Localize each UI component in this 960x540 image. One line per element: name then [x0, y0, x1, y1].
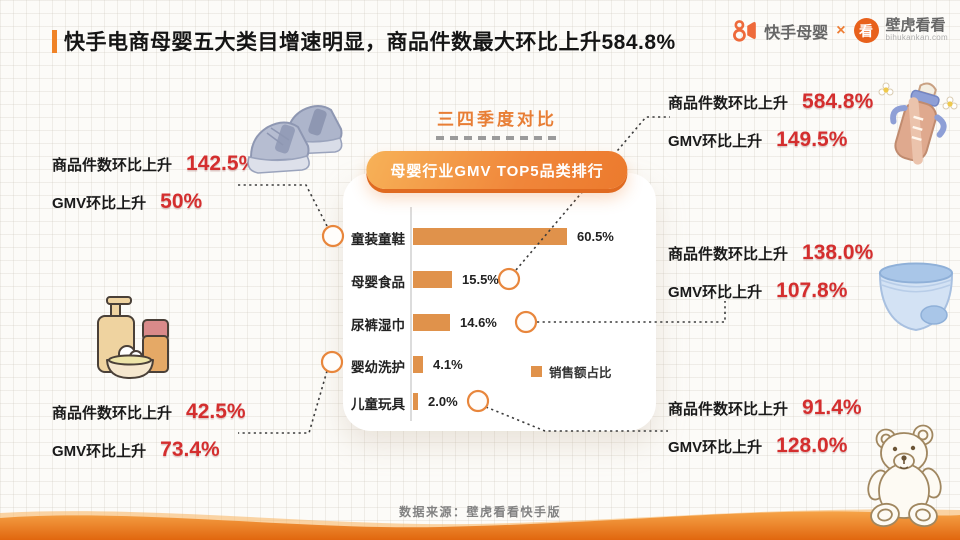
stat-row: 商品件数环比上升 584.8% — [668, 90, 873, 114]
stat-value: 138.0% — [802, 241, 874, 264]
legend-swatch — [531, 366, 542, 377]
legend-label: 销售额占比 — [549, 366, 612, 380]
stat-label: 商品件数环比上升 — [52, 405, 173, 422]
stat-value: 107.8% — [776, 279, 848, 302]
bar-category-label: 童装童鞋 — [351, 232, 405, 247]
connector-circle — [321, 224, 345, 248]
logo-group: 快手母婴 × 看 壁虎看看 bihukankan.com — [732, 18, 948, 43]
stat-value: 42.5% — [186, 400, 246, 423]
stat-label: GMV环比上升 — [52, 195, 147, 212]
stat-row: 商品件数环比上升 91.4% — [668, 396, 862, 420]
bottom-wave — [0, 509, 960, 540]
dashed-underline — [436, 136, 558, 140]
bar-category-label: 母婴食品 — [351, 275, 405, 290]
chart-card: 童装童鞋 60.5% 母婴食品 15.5% 尿裤湿巾 14.6% 婴幼洗护 4.1% 儿童玩具 2… — [343, 173, 656, 431]
stat-row: GMV环比上升 73.4% — [52, 438, 246, 462]
stat-value: 142.5% — [186, 152, 258, 175]
stat-label: GMV环比上升 — [668, 133, 763, 150]
bar-category-label: 尿裤湿巾 — [351, 318, 405, 333]
stat-value: 91.4% — [802, 396, 862, 419]
connector-circle — [320, 350, 344, 374]
stat-value: 50% — [160, 190, 203, 213]
logo-cross: × — [836, 21, 846, 39]
stat-row: GMV环比上升 149.5% — [668, 128, 873, 152]
bar-value-label: 15.5% — [462, 271, 499, 287]
stat-row: 商品件数环比上升 142.5% — [52, 152, 257, 176]
stat-label: 商品件数环比上升 — [668, 246, 789, 263]
kan-circle-icon: 看 — [853, 18, 879, 43]
stat-label: GMV环比上升 — [668, 439, 763, 456]
bar-value-label: 14.6% — [460, 314, 497, 330]
bar-2 — [413, 313, 450, 331]
flower-icon — [878, 82, 958, 110]
bar-category-label: 儿童玩具 — [351, 397, 405, 412]
stat-block-babycare: 商品件数环比上升 42.5% GMV环比上升 73.4% — [52, 400, 246, 462]
bihu-brand-text: 壁虎看看 — [885, 17, 946, 35]
kuaishou-brand-text: 快手母婴 — [764, 24, 829, 42]
data-source-note: 数据来源：壁虎看看快手版 — [398, 505, 562, 519]
compare-period-label: 三四季度对比 — [437, 110, 557, 129]
stat-block-toys: 商品件数环比上升 91.4% GMV环比上升 128.0% — [668, 396, 862, 458]
chart-axis-line — [410, 207, 412, 421]
bar-0 — [413, 227, 567, 245]
stat-row: GMV环比上升 128.0% — [668, 434, 862, 458]
stat-row: GMV环比上升 107.8% — [668, 279, 873, 303]
page-title: 快手电商母婴五大类目增速明显，商品件数最大环比上升584.8% — [64, 31, 676, 54]
bar-value-label: 2.0% — [428, 393, 458, 409]
stat-label: GMV环比上升 — [52, 443, 147, 460]
title-accent-bar — [52, 30, 57, 53]
bar-1 — [413, 270, 452, 288]
sneakers-illustration — [247, 105, 343, 174]
stat-row: 商品件数环比上升 138.0% — [668, 241, 873, 265]
stat-block-food: 商品件数环比上升 584.8% GMV环比上升 149.5% — [668, 90, 873, 152]
stat-value: 128.0% — [776, 434, 848, 457]
bar-3 — [413, 355, 423, 373]
stat-value: 584.8% — [802, 90, 874, 113]
stat-value: 73.4% — [160, 438, 220, 461]
chart-title-text: 母婴行业GMV TOP5品类排行 — [390, 162, 604, 180]
stat-block-childwear: 商品件数环比上升 142.5% GMV环比上升 50% — [52, 152, 257, 214]
chart-legend: 销售额占比 — [531, 362, 612, 381]
chart-title-badge: 母婴行业GMV TOP5品类排行 — [366, 151, 628, 189]
stat-row: 商品件数环比上升 42.5% — [52, 400, 246, 424]
stat-label: 商品件数环比上升 — [668, 401, 789, 418]
bar-4 — [413, 392, 418, 410]
kuaishou-camera-icon — [733, 20, 756, 42]
baby-bottle-illustration — [878, 82, 958, 165]
toiletries-illustration — [97, 296, 169, 379]
stat-row: GMV环比上升 50% — [52, 190, 257, 214]
stat-label: GMV环比上升 — [668, 284, 763, 301]
stat-label: 商品件数环比上升 — [668, 95, 789, 112]
bar-value-label: 4.1% — [433, 356, 463, 372]
stat-block-diapers: 商品件数环比上升 138.0% GMV环比上升 107.8% — [668, 241, 873, 303]
bar-value-label: 60.5% — [577, 228, 614, 244]
stat-value: 149.5% — [776, 128, 848, 151]
stat-label: 商品件数环比上升 — [52, 157, 173, 174]
diaper-illustration — [878, 262, 954, 332]
bihu-domain: bihukankan.com — [885, 33, 948, 43]
bar-category-label: 婴幼洗护 — [351, 360, 405, 375]
